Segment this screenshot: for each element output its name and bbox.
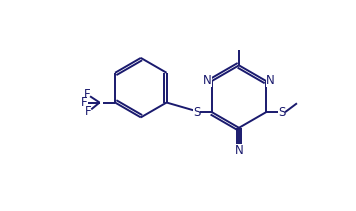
- Text: F: F: [81, 96, 88, 109]
- Text: N: N: [235, 144, 244, 157]
- Text: N: N: [266, 74, 275, 88]
- Text: N: N: [203, 74, 212, 88]
- Text: S: S: [193, 106, 200, 119]
- Text: F: F: [85, 105, 91, 118]
- Text: F: F: [84, 88, 90, 101]
- Text: S: S: [278, 106, 285, 119]
